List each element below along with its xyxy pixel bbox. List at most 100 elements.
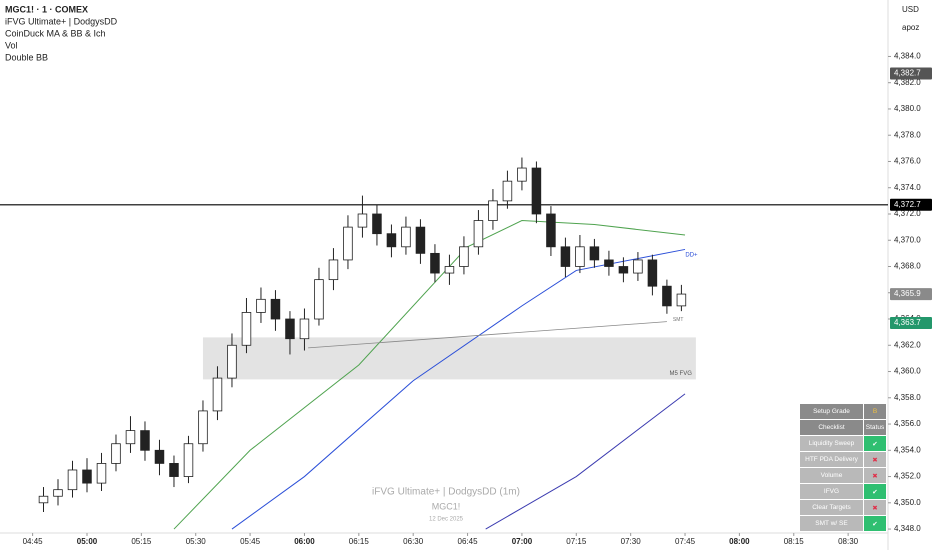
y-tick-label: 4,380.0: [894, 104, 921, 113]
x-tick-label: 06:15: [349, 537, 370, 546]
fvg-zone: [202, 337, 696, 380]
checklist-cell: IFVG: [800, 484, 863, 499]
checklist-cell: ✔: [864, 516, 886, 531]
checklist-cell: ✔: [864, 484, 886, 499]
checklist-row: HTF PDA Delivery ✖: [800, 452, 886, 467]
candle-body: [415, 226, 426, 254]
y-tick-label: 4,382.0: [894, 78, 921, 87]
symbol: MGC1! · 1 · COMEX: [5, 4, 88, 14]
x-tick-label: 04:45: [23, 537, 44, 546]
candle-body: [488, 200, 498, 221]
smt-line: [308, 321, 667, 349]
candle-body: [502, 180, 513, 202]
candle-body: [111, 443, 121, 464]
indicator: Double BB: [5, 52, 48, 62]
candle-body: [357, 213, 368, 228]
checklist-row: IFVG ✔: [800, 484, 886, 499]
candle-body: [82, 469, 92, 484]
checklist-cell: B: [864, 404, 886, 419]
candle-body: [256, 298, 266, 313]
x-tick-label: 06:30: [403, 537, 424, 546]
price-label: 4,382.7: [894, 69, 921, 78]
watermark: 12 Dec 2025: [429, 517, 464, 523]
price-label-box: [890, 198, 932, 211]
candle-body: [589, 246, 600, 261]
candle-body: [676, 293, 687, 307]
candle-body: [343, 226, 353, 261]
indicator: CoinDuck MA & BB & Ich: [5, 28, 106, 38]
candle-body: [372, 213, 382, 235]
candle-body: [270, 298, 281, 320]
candle-body: [575, 246, 585, 267]
checklist-cell: Checklist: [800, 420, 863, 435]
checklist-cell: Setup Grade: [800, 404, 863, 419]
candle-body: [140, 430, 150, 451]
indicator: iFVG Ultimate+ | DodgysDD: [5, 16, 118, 26]
candle-body: [386, 233, 397, 248]
candle-body: [604, 259, 614, 267]
candle-body: [285, 318, 295, 340]
y-tick-label: 4,370.0: [894, 235, 921, 244]
candle-body: [53, 489, 63, 497]
y-tick-label: 4,372.0: [894, 209, 921, 218]
candle-body: [647, 259, 658, 287]
moving-average: [485, 393, 686, 530]
candle-body: [67, 469, 78, 491]
candle-body: [328, 259, 339, 281]
candle-body: [96, 463, 107, 484]
x-tick-label: 05:00: [77, 537, 98, 546]
x-tick-label: 07:30: [621, 537, 642, 546]
price-label: 4,363.7: [894, 318, 921, 327]
checklist-cell: Status: [864, 420, 886, 435]
y-tick-label: 4,348.0: [894, 524, 921, 533]
candle-body: [531, 167, 542, 215]
price-label: 4,372.7: [894, 200, 921, 209]
dd-label: DD+: [685, 252, 698, 258]
x-tick-label: 08:15: [784, 537, 805, 546]
candle-body: [299, 318, 310, 340]
candle-body: [473, 220, 484, 248]
checklist-row: Checklist Status: [800, 420, 886, 435]
checklist-cell: ✖: [864, 500, 886, 515]
checklist-row: Setup Grade B: [800, 404, 886, 419]
legend: MGC1! · 1 · COMEX iFVG Ultimate+ | Dodgy…: [5, 4, 118, 62]
candle-body: [560, 246, 571, 267]
candle-body: [125, 430, 136, 445]
checklist-row: Clear Targets ✖: [800, 500, 886, 515]
candle-body: [169, 463, 179, 477]
watermark: iFVG Ultimate+ | DodgysDD (1m): [372, 487, 520, 498]
y-tick-label: 4,378.0: [894, 130, 921, 139]
candle-body: [198, 410, 208, 445]
candle-body: [154, 449, 165, 464]
checklist-cell: Clear Targets: [800, 500, 863, 515]
candle-body: [618, 266, 629, 274]
candle-body: [183, 443, 194, 477]
plot-layer: [202, 337, 696, 380]
y-tick-label: 4,354.0: [894, 445, 921, 454]
checklist-cell: HTF PDA Delivery: [800, 452, 863, 467]
currency: USD: [902, 5, 919, 14]
price-label-box: [890, 288, 932, 301]
y-tick-label: 4,376.0: [894, 157, 921, 166]
y-tick-label: 4,358.0: [894, 393, 921, 402]
price-label-box: [890, 316, 932, 329]
candle-body: [444, 266, 455, 274]
checklist-row: SMT w/ SE ✔: [800, 516, 886, 531]
candle-body: [546, 213, 556, 248]
candle-body: [517, 167, 527, 182]
y-tick-label: 4,362.0: [894, 340, 921, 349]
x-tick-label: 05:45: [240, 537, 261, 546]
candle-body: [633, 259, 643, 274]
candle-body: [662, 285, 672, 307]
checklist-cell: ✖: [864, 468, 886, 483]
candle-body: [314, 279, 324, 320]
watermark: MGC1!: [432, 501, 461, 511]
x-tick-label: 05:15: [131, 537, 152, 546]
y-tick-label: 4,360.0: [894, 367, 921, 376]
y-tick-label: 4,352.0: [894, 472, 921, 481]
checklist-cell: ✔: [864, 436, 886, 451]
y-tick-label: 4,368.0: [894, 262, 921, 271]
fvg-label: M5 FVG: [670, 371, 693, 377]
candle-body: [212, 377, 223, 412]
